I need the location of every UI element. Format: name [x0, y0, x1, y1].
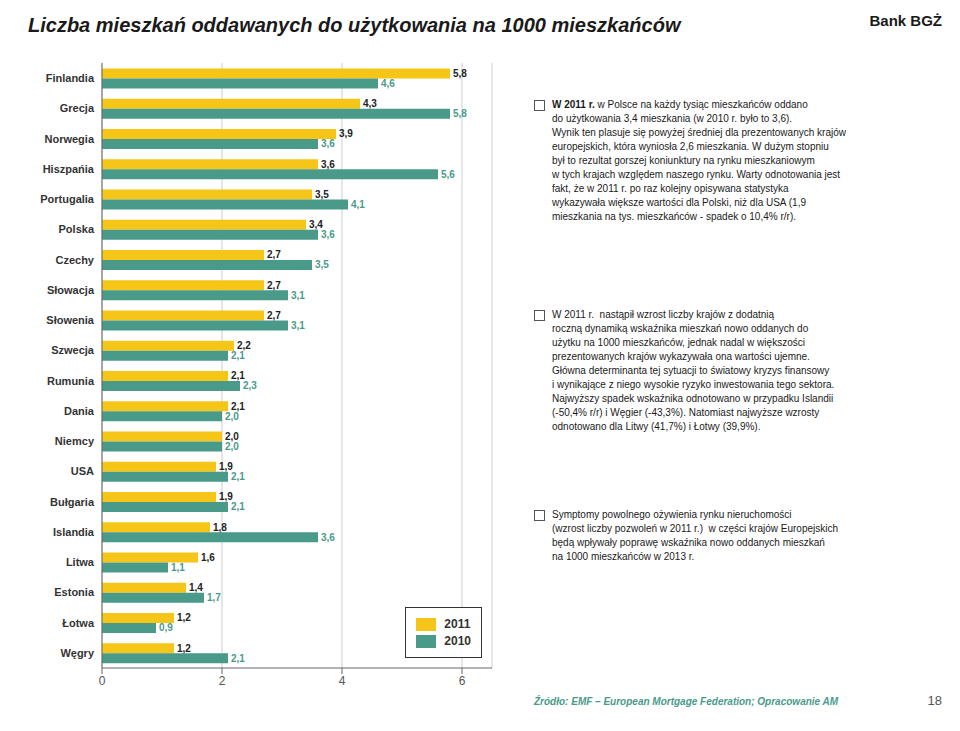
svg-text:2,1: 2,1	[231, 471, 245, 482]
svg-text:2,1: 2,1	[231, 653, 245, 664]
svg-text:Islandia: Islandia	[53, 526, 95, 538]
svg-text:2,0: 2,0	[225, 431, 239, 442]
svg-text:Szwecja: Szwecja	[51, 344, 95, 356]
svg-text:0: 0	[99, 674, 106, 688]
svg-text:5,6: 5,6	[441, 169, 455, 180]
svg-text:2,3: 2,3	[243, 380, 257, 391]
svg-text:1,4: 1,4	[189, 582, 203, 593]
svg-text:3,1: 3,1	[291, 290, 305, 301]
svg-text:Bułgaria: Bułgaria	[50, 496, 95, 508]
svg-text:0,9: 0,9	[159, 622, 173, 633]
svg-text:Estonia: Estonia	[54, 586, 95, 598]
svg-text:5,8: 5,8	[453, 108, 467, 119]
svg-text:Norwegia: Norwegia	[44, 133, 94, 145]
svg-text:1,7: 1,7	[207, 592, 221, 603]
svg-text:2: 2	[219, 674, 226, 688]
svg-text:2,0: 2,0	[225, 441, 239, 452]
svg-text:3,6: 3,6	[321, 159, 335, 170]
svg-text:3,1: 3,1	[291, 320, 305, 331]
svg-text:2,0: 2,0	[225, 411, 239, 422]
svg-text:1,9: 1,9	[219, 491, 233, 503]
svg-text:Niemcy: Niemcy	[55, 435, 95, 447]
svg-text:USA: USA	[71, 465, 94, 477]
svg-text:2,7: 2,7	[267, 280, 281, 291]
svg-text:2,1: 2,1	[231, 400, 245, 412]
svg-text:Grecja: Grecja	[60, 102, 95, 114]
svg-text:Litwa: Litwa	[66, 556, 95, 568]
svg-text:Finlandia: Finlandia	[46, 72, 95, 84]
svg-text:Portugalia: Portugalia	[40, 193, 95, 205]
svg-text:Polska: Polska	[59, 223, 95, 235]
html-text:Liczba mieszkań oddawanych do: Liczba mieszkań oddawanych do użytkowani…	[28, 14, 681, 36]
svg-text:Słowacja: Słowacja	[47, 284, 95, 296]
html-text:Źródło: EMF – European Mortgag: Źródło: EMF – European Mortgage Federati…	[534, 696, 839, 707]
svg-text:3,6: 3,6	[321, 532, 335, 543]
svg-text:1,2: 1,2	[177, 612, 191, 623]
svg-text:2,1: 2,1	[231, 370, 245, 382]
svg-text:3,6: 3,6	[321, 138, 335, 149]
svg-text:Węgry: Węgry	[60, 647, 95, 659]
svg-text:3,5: 3,5	[315, 259, 329, 270]
svg-text:1,9: 1,9	[219, 461, 233, 473]
svg-text:Słowenia: Słowenia	[46, 314, 95, 326]
svg-text:3,9: 3,9	[339, 128, 353, 139]
svg-text:2,2: 2,2	[237, 340, 251, 352]
svg-text:1,2: 1,2	[177, 643, 191, 654]
svg-text:4: 4	[339, 674, 346, 688]
svg-text:Czechy: Czechy	[55, 254, 94, 266]
html-text:W 2011 r. nastąpił wzrost licz: W 2011 r. nastąpił wzrost liczby krajów …	[552, 309, 835, 432]
html-text:Bank BGŻ: Bank BGŻ	[869, 12, 942, 29]
svg-text:2,1: 2,1	[231, 350, 245, 361]
svg-text:6: 6	[459, 674, 466, 688]
html-text:2011: 2011	[444, 617, 471, 631]
html-text:W 2011 r. w Polsce na każdy ty: W 2011 r. w Polsce na każdy tysiąc miesz…	[552, 99, 846, 222]
svg-text:2,7: 2,7	[267, 249, 281, 260]
svg-text:4,3: 4,3	[363, 98, 377, 109]
svg-text:3,4: 3,4	[309, 219, 323, 231]
svg-text:Hiszpańia: Hiszpańia	[43, 163, 95, 175]
svg-text:1,1: 1,1	[171, 562, 185, 573]
svg-text:Łotwa: Łotwa	[62, 617, 95, 629]
html-text:Symptomy powolnego ożywienia r: Symptomy powolnego ożywienia rynku nieru…	[552, 509, 838, 562]
svg-text:2,1: 2,1	[231, 501, 245, 512]
svg-text:4,1: 4,1	[351, 199, 365, 210]
html-text:2010: 2010	[444, 634, 471, 648]
svg-text:3,5: 3,5	[315, 189, 329, 200]
svg-text:2,7: 2,7	[267, 310, 281, 321]
svg-text:3,6: 3,6	[321, 229, 335, 240]
svg-text:1,6: 1,6	[201, 552, 215, 563]
svg-text:5,8: 5,8	[453, 68, 467, 79]
svg-text:4,6: 4,6	[381, 78, 395, 89]
svg-text:Rumunia: Rumunia	[47, 375, 95, 387]
html-text:18: 18	[927, 693, 942, 708]
svg-text:1,8: 1,8	[213, 522, 227, 533]
svg-text:Dania: Dania	[64, 405, 95, 417]
